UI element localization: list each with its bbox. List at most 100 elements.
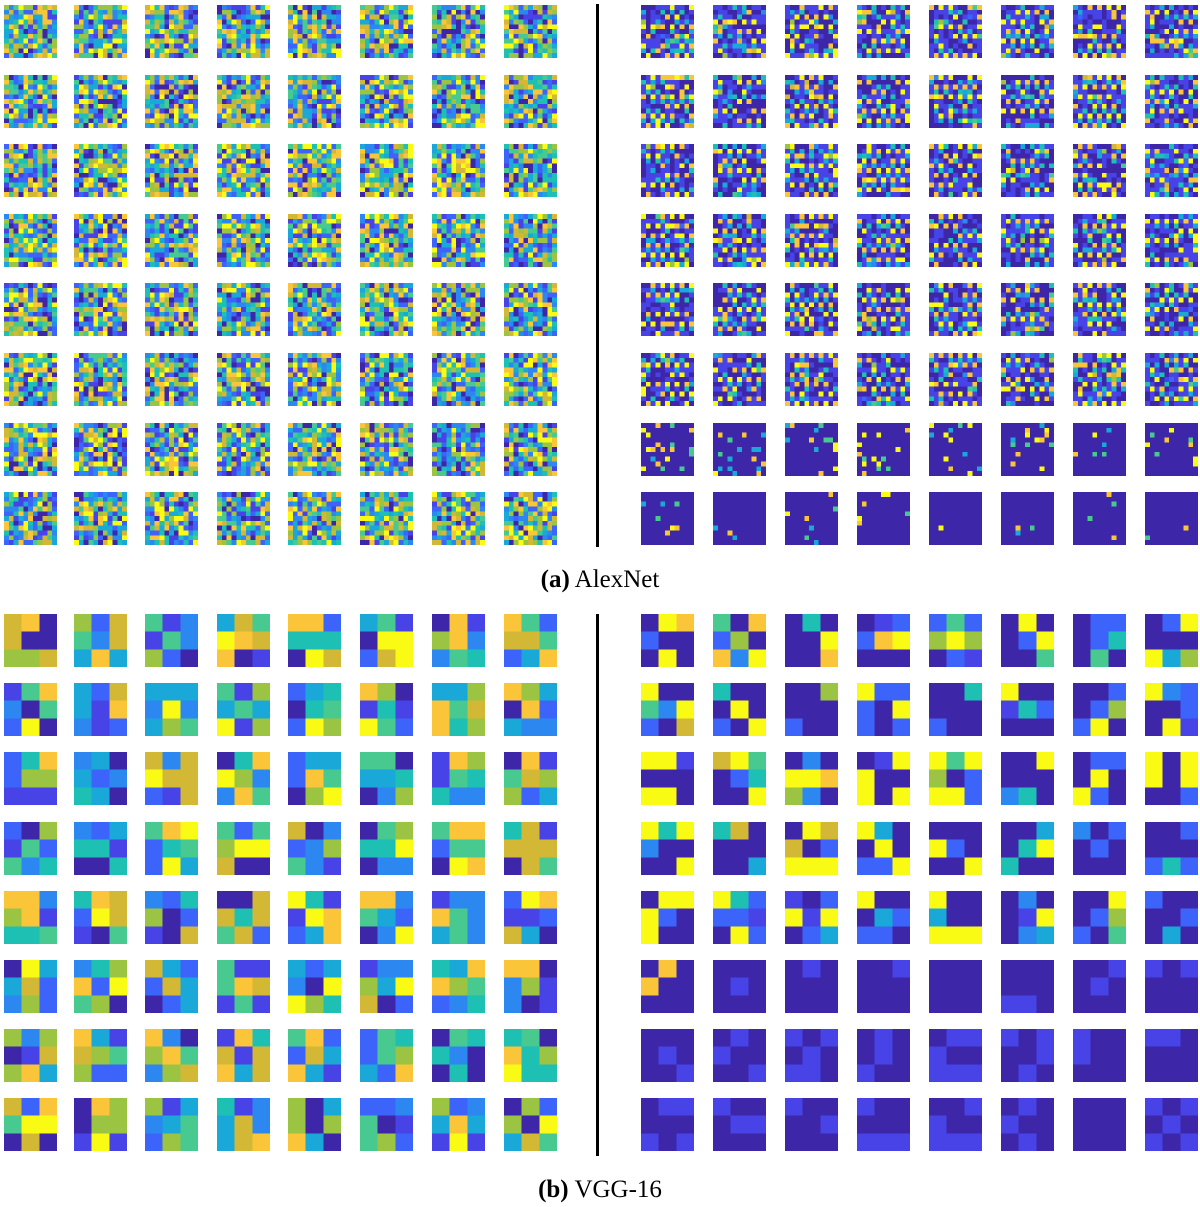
kernel-cell [480,79,485,85]
kernel-cell [470,33,476,39]
kernel-cell [331,24,337,30]
kernel-cell [552,316,557,322]
kernel-cell [552,123,557,128]
kernel-cell [13,168,19,174]
kernel-cell [374,89,380,95]
kernel-cell [465,177,471,183]
kernel-cell [475,5,481,10]
kernel-cell [316,123,322,128]
kernel-cell [470,148,476,154]
kernel-cell [164,5,170,10]
kernel-cell [188,75,194,80]
kernel-cell [42,29,48,35]
kernel-cell [465,172,471,178]
kernel-cell [245,214,251,219]
kernel-cell [178,287,184,293]
kernel-cell [178,79,184,85]
kernel-cell [83,182,89,188]
kernel-cell [23,89,29,95]
kernel-cell [102,103,108,109]
kernel-cell [260,307,266,313]
kernel-cell [231,297,237,303]
kernel-cell [37,113,43,119]
kernel-cell [260,283,266,288]
kernel-cell [13,372,19,378]
kernel-cell [145,75,150,80]
kernel-cell [42,43,48,49]
kernel-cell [98,5,104,10]
kernel-cell [537,182,543,188]
kernel-cell [188,321,194,327]
kernel-cell [145,287,150,293]
kernel-cell [112,223,118,229]
kernel-cell [193,302,198,308]
kernel-cell [47,326,53,332]
kernel-cell [408,99,413,105]
kernel-cell [98,316,104,322]
kernel-cell [470,214,476,219]
kernel-cell [446,321,452,327]
kernel-cell [188,14,194,20]
kernel-cell [245,144,251,149]
kernel-cell [297,297,303,303]
kernel-cell [18,99,24,105]
kernel-cell [403,223,409,229]
kernel-cell [297,252,303,258]
kernel-cell [331,148,337,154]
kernel-cell [250,177,256,183]
kernel-cell [78,19,84,25]
kernel-cell [231,94,237,100]
kernel-cell [364,79,370,85]
kernel-cell [297,75,303,80]
kernel-cell [18,321,24,327]
kernel-cell [398,75,404,80]
kernel-cell [369,5,375,10]
kernel-cell [8,247,14,253]
kernel-cell [388,14,394,20]
kernel-cell [542,123,548,128]
kernel-cell [13,14,19,20]
kernel-cell [154,302,160,308]
kernel-cell [288,307,293,313]
kernel-cell [188,238,194,244]
kernel-cell [460,257,466,263]
kernel-cell [302,218,308,224]
kernel-cell [88,302,94,308]
kernel-cell [13,33,19,39]
kernel-cell [183,144,189,149]
kernel-cell [436,321,442,327]
kernel-cell [302,238,308,244]
kernel-cell [98,326,104,332]
kernel-cell [221,187,227,193]
kernel-cell [164,75,170,80]
kernel-cell [83,257,89,263]
kernel-cell [47,9,53,15]
kernel-cell [255,9,261,15]
kernel-cell [52,94,57,100]
kernel-cell [112,218,118,224]
kernel-cell [42,311,48,317]
kernel-cell [241,316,247,322]
kernel-cell [436,218,442,224]
kernel-cell [178,43,184,49]
kernel-cell [537,247,543,253]
kernel-cell [255,283,261,288]
kernel-cell [193,29,198,35]
kernel-cell [236,89,242,95]
kernel-cell [393,257,399,263]
kernel-cell [302,182,308,188]
kernel-cell [112,228,118,234]
kernel-cell [28,401,34,406]
kernel-cell [542,233,548,239]
kernel-cell [504,321,509,327]
kernel-cell [37,5,43,10]
kernel-cell [32,172,38,178]
kernel-cell [451,218,457,224]
kernel-cell [32,53,38,58]
kernel-cell [369,326,375,332]
kernel-cell [364,5,370,10]
kernel-cell [193,214,198,219]
kernel-cell [288,168,293,174]
kernel-cell [117,233,123,239]
kernel-cell [316,177,322,183]
